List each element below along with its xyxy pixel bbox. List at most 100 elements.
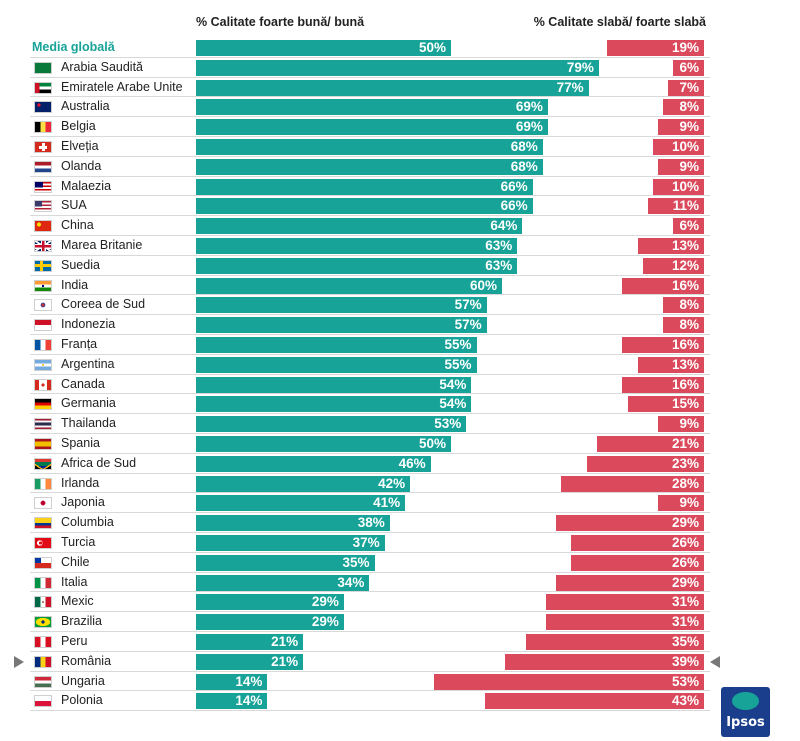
- bar-good: 69%: [196, 99, 548, 116]
- flag-mexico-icon: [34, 596, 52, 609]
- row-separator: [30, 195, 710, 197]
- bar-poor-value-label: 23%: [671, 455, 699, 471]
- bar-good: 53%: [196, 416, 467, 433]
- bar-good: 29%: [196, 614, 344, 631]
- row-irlanda: Irlanda 42% 28%: [30, 474, 710, 494]
- row-separator: [30, 591, 710, 593]
- bar-good: 14%: [196, 673, 268, 690]
- bar-poor-value-label: 12%: [671, 257, 699, 273]
- row-spania: Spania 50% 21%: [30, 434, 710, 454]
- row-belgia: Belgia 69% 9%: [30, 117, 710, 137]
- bar-poor: 21%: [596, 436, 704, 452]
- bar-good: 34%: [196, 574, 370, 591]
- bar-poor: 23%: [586, 455, 704, 472]
- bar-poor: 10%: [653, 139, 704, 155]
- bar-good: 60%: [196, 277, 502, 294]
- flag-canada-icon: [34, 378, 52, 391]
- row-sua: SUA 66% 11%: [30, 196, 710, 217]
- row-separator: [30, 512, 710, 514]
- bar-poor-value-label: 26%: [671, 535, 699, 550]
- bar-poor: 6%: [673, 218, 704, 235]
- bar-good: 68%: [196, 139, 543, 155]
- bar-poor-value-label: 6%: [679, 218, 699, 234]
- bar-poor-value-label: 21%: [671, 436, 699, 451]
- bar-good-value-label: 60%: [469, 277, 497, 293]
- row-separator: [30, 294, 710, 296]
- row-separator: [30, 116, 710, 118]
- bar-good: 41%: [196, 495, 406, 512]
- flag-thailand-icon: [34, 418, 52, 431]
- bar-poor: 31%: [545, 594, 704, 611]
- bar-good: 64%: [196, 218, 523, 235]
- row-separator: [30, 155, 710, 157]
- bar-poor-value-label: 35%: [671, 634, 699, 649]
- row-malaezia: Malaezia 66% 10%: [30, 177, 710, 197]
- bar-poor-value-label: 43%: [671, 693, 699, 709]
- row-olanda: Olanda 68% 9%: [30, 157, 710, 177]
- bar-poor: 9%: [658, 119, 704, 136]
- bar-good-value-label: 38%: [357, 515, 385, 531]
- flag-brazil-icon: [34, 616, 52, 629]
- bar-poor-value-label: 8%: [679, 99, 699, 115]
- bar-poor: 35%: [525, 634, 704, 650]
- row-separator: [30, 215, 710, 217]
- bar-good-value-label: 68%: [510, 158, 538, 174]
- flag-india-icon: [34, 279, 52, 292]
- row-franta: Franța 55% 16%: [30, 335, 710, 355]
- row-peru: Peru 21% 35%: [30, 632, 710, 652]
- bar-good-value-label: 55%: [444, 337, 472, 352]
- bar-poor-value-label: 9%: [679, 158, 699, 174]
- row-separator: [30, 96, 710, 98]
- country-label: Japonia: [61, 495, 105, 510]
- bar-poor: 16%: [622, 277, 704, 294]
- bar-good-value-label: 57%: [454, 317, 482, 333]
- flag-saudi-arabia-icon: [34, 61, 52, 74]
- bar-good: 50%: [196, 436, 451, 452]
- bar-good-value-label: 29%: [311, 614, 339, 630]
- row-ungaria: Ungaria 14% 53%: [30, 672, 710, 692]
- bar-poor-value-label: 16%: [671, 376, 699, 392]
- bar-poor-value-label: 39%: [671, 653, 699, 669]
- bar-good: 66%: [196, 198, 533, 215]
- row-separator: [30, 670, 710, 672]
- bar-good-value-label: 37%: [352, 535, 380, 550]
- bar-good-value-label: 69%: [515, 99, 543, 115]
- row-separator: [30, 571, 710, 573]
- bar-good: 63%: [196, 238, 518, 254]
- bar-good: 42%: [196, 475, 411, 492]
- bar-good-value-label: 64%: [490, 218, 518, 234]
- bar-poor-value-label: 53%: [671, 673, 699, 689]
- row-thailanda: Thailanda 53% 9%: [30, 414, 710, 434]
- bar-good-value-label: 69%: [515, 119, 543, 135]
- country-label: China: [61, 218, 94, 233]
- bar-good: 66%: [196, 178, 533, 195]
- bar-good-value-label: 42%: [378, 475, 406, 491]
- bar-good-value-label: 63%: [485, 257, 513, 273]
- country-label: Franța: [61, 337, 98, 351]
- bar-good-value-label: 54%: [439, 376, 467, 392]
- bar-good: 21%: [196, 634, 304, 650]
- bar-poor: 16%: [622, 376, 704, 393]
- row-germania: Germania 54% 15%: [30, 394, 710, 415]
- bar-good: 50%: [196, 40, 451, 56]
- bar-good-value-label: 35%: [342, 554, 370, 570]
- country-label: Coreea de Sud: [61, 297, 146, 312]
- bar-poor: 9%: [658, 416, 704, 433]
- country-label: Brazilia: [61, 614, 102, 629]
- row-canada: Canada 54% 16%: [30, 375, 710, 395]
- bar-good-value-label: 66%: [500, 198, 528, 214]
- bar-good: 14%: [196, 693, 268, 710]
- row-separator: [30, 353, 710, 355]
- bar-poor-value-label: 8%: [679, 297, 699, 313]
- country-label: Spania: [61, 436, 100, 450]
- bar-poor-value-label: 7%: [679, 79, 699, 95]
- row-separator: [30, 254, 710, 256]
- row-separator: [30, 175, 710, 177]
- bar-poor-value-label: 19%: [671, 40, 699, 55]
- row-separator: [30, 650, 710, 652]
- country-label: Ungaria: [61, 673, 105, 688]
- row-marea-britanie: Marea Britanie 63% 13%: [30, 236, 710, 256]
- row-china: China 64% 6%: [30, 216, 710, 236]
- bar-poor-value-label: 6%: [679, 59, 699, 75]
- row-separator: [30, 413, 710, 415]
